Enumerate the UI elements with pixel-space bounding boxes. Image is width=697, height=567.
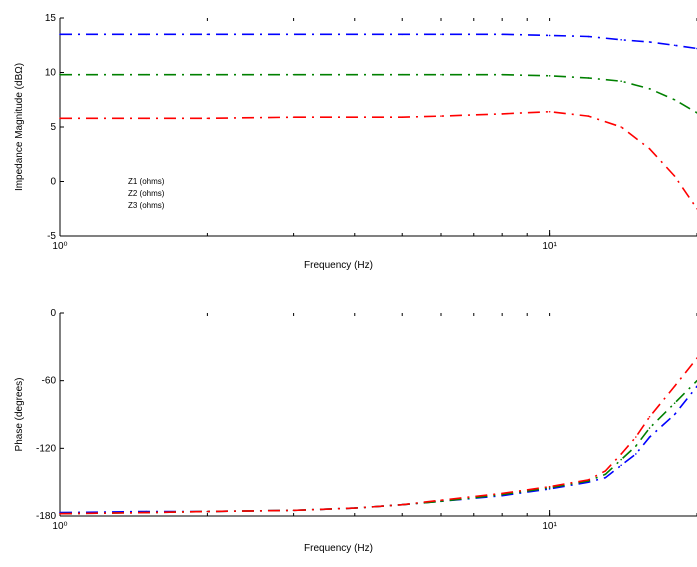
- data-point: [206, 73, 209, 76]
- data-point: [587, 115, 590, 117]
- data-point: [440, 73, 442, 76]
- data-point: [501, 113, 503, 115]
- data-point: [587, 77, 590, 79]
- data-point: [292, 116, 295, 118]
- data-point: [353, 507, 356, 509]
- data-point: [620, 464, 622, 467]
- chart-panel-1: -5 0 5 10 15 10⁰ 10¹ Frequency (Hz) Impedance Ma…: [14, 13, 697, 271]
- data-point: [635, 445, 637, 447]
- data-point: [648, 148, 651, 150]
- y-tick-label: 5: [50, 122, 56, 133]
- legend-entry: Z2 (ohms): [128, 189, 165, 198]
- y-axis-title: Impedance Magnitude (dBΩ): [14, 63, 25, 191]
- data-point: [604, 473, 607, 476]
- data-point: [440, 33, 442, 36]
- data-point: [206, 117, 209, 120]
- y-tick-label: -60: [42, 376, 57, 387]
- data-point: [440, 499, 442, 502]
- data-point: [648, 88, 651, 90]
- data-point: [440, 500, 442, 503]
- data-point: [620, 80, 622, 83]
- data-point: [648, 41, 651, 43]
- data-point: [206, 33, 209, 36]
- data-point: [620, 39, 622, 41]
- x-axis-title: Frequency (Hz): [304, 543, 373, 554]
- series-line-1: [60, 33, 697, 50]
- data-point: [59, 33, 61, 36]
- x-tick-label: 10¹: [542, 521, 557, 532]
- legend-entry: Z3 (ohms): [128, 201, 165, 210]
- data-point: [673, 175, 676, 177]
- x-tick-label: 10⁰: [52, 521, 67, 532]
- y-tick-label: 0: [50, 177, 56, 188]
- data-point: [673, 98, 676, 101]
- data-point: [673, 44, 676, 47]
- y-tick-label: -5: [47, 231, 56, 242]
- data-point: [59, 117, 61, 120]
- y-tick-label: -180: [36, 511, 56, 522]
- data-point: [548, 34, 551, 37]
- data-point: [604, 470, 607, 472]
- legend: Z1 (ohms) Z2 (ohms) Z3 (ohms): [128, 177, 165, 210]
- data-point: [401, 116, 404, 118]
- data-point: [145, 73, 148, 76]
- data-point: [648, 427, 651, 429]
- y-axis-title: Phase (degrees): [14, 378, 25, 452]
- data-point: [292, 509, 295, 512]
- data-point: [501, 73, 503, 76]
- data-point: [401, 33, 404, 36]
- x-tick-label: 10⁰: [52, 241, 67, 252]
- data-point: [604, 476, 607, 479]
- data-point: [401, 73, 404, 76]
- data-point: [673, 402, 676, 405]
- data-point: [206, 510, 209, 513]
- legend-entry: Z1 (ohms): [128, 177, 165, 186]
- data-point: [648, 415, 651, 418]
- y-tick-label: 0: [50, 308, 56, 319]
- x-tick-label: 10¹: [542, 241, 557, 252]
- data-point: [673, 413, 676, 416]
- chart-panel-2: -180 -120 -60 0 10⁰ 10¹ Frequency (Hz) Phase (d…: [14, 308, 697, 554]
- data-point: [635, 436, 637, 438]
- data-point: [587, 35, 590, 38]
- x-axis-title: Frequency (Hz): [304, 260, 373, 271]
- data-point: [620, 126, 622, 128]
- data-point: [620, 458, 622, 461]
- data-point: [59, 73, 61, 76]
- data-point: [145, 33, 148, 36]
- data-point: [648, 436, 651, 438]
- data-point: [548, 485, 551, 488]
- y-tick-label: 15: [45, 13, 57, 24]
- data-point: [587, 479, 590, 481]
- data-point: [673, 385, 676, 388]
- data-point: [548, 74, 551, 77]
- data-point: [620, 453, 622, 455]
- data-point: [292, 73, 295, 76]
- data-point: [145, 117, 148, 120]
- data-point: [635, 453, 637, 455]
- y-tick-label: 10: [45, 68, 57, 79]
- data-point: [548, 487, 551, 489]
- data-point: [501, 492, 503, 495]
- data-point: [548, 110, 551, 113]
- series-line-3: [59, 357, 697, 515]
- data-point: [401, 503, 404, 506]
- data-point: [145, 511, 148, 514]
- data-point: [501, 33, 503, 36]
- y-tick-label: -120: [36, 443, 56, 454]
- data-point: [59, 512, 61, 515]
- data-point: [440, 115, 442, 117]
- data-point: [548, 488, 551, 490]
